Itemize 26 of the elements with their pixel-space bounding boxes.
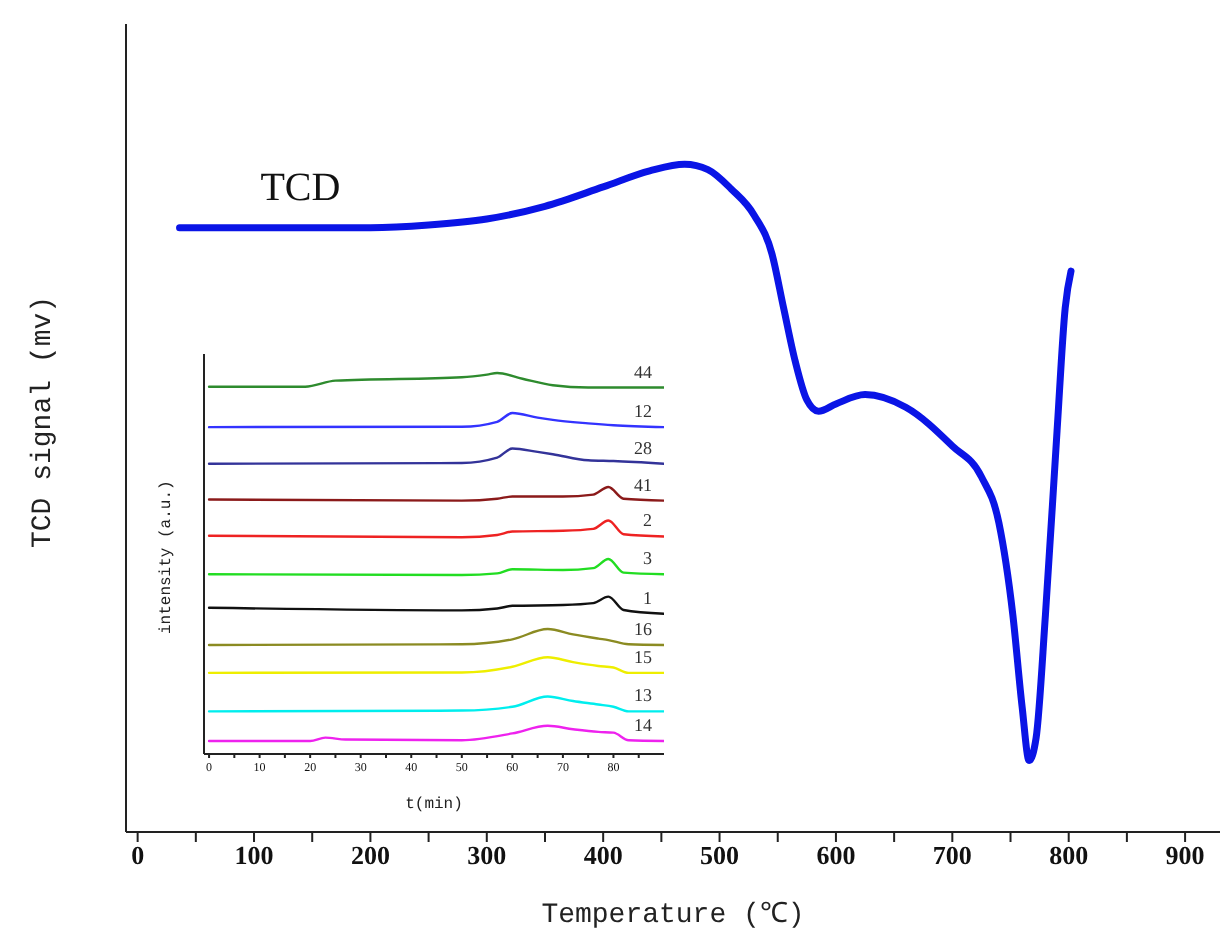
x-tick-label: 900 <box>1165 840 1205 871</box>
series-label: 14 <box>634 715 653 736</box>
x-tick-label: 0 <box>131 840 145 871</box>
series-label: 44 <box>634 361 653 382</box>
series-label: 28 <box>634 437 653 458</box>
series-label: 13 <box>634 685 653 706</box>
x-tick-label: 500 <box>700 840 740 871</box>
series-label: 2 <box>643 510 652 531</box>
x-tick-label: 700 <box>932 840 972 871</box>
x-tick-label: 800 <box>1049 840 1089 871</box>
x-tick-label: 600 <box>816 840 856 871</box>
series-label: 15 <box>634 646 653 667</box>
series-label: 3 <box>643 548 653 569</box>
x-tick-label: 100 <box>234 840 274 871</box>
series-label: 16 <box>634 619 653 640</box>
x-tick-label: 200 <box>350 840 390 871</box>
x-tick-label: 400 <box>583 840 623 871</box>
series-label: TCD <box>260 165 341 210</box>
x-tick-label: 300 <box>467 840 507 871</box>
x-axis-title: t(min) <box>405 796 463 814</box>
y-axis-title: intensity (a.u.) <box>157 480 176 634</box>
y-axis-title: TCD signal (mv) <box>27 295 60 548</box>
series-label: 1 <box>643 587 652 608</box>
x-axis-title: Temperature (℃) <box>541 900 805 932</box>
series-label: 12 <box>634 401 652 422</box>
series-label: 41 <box>634 474 652 495</box>
